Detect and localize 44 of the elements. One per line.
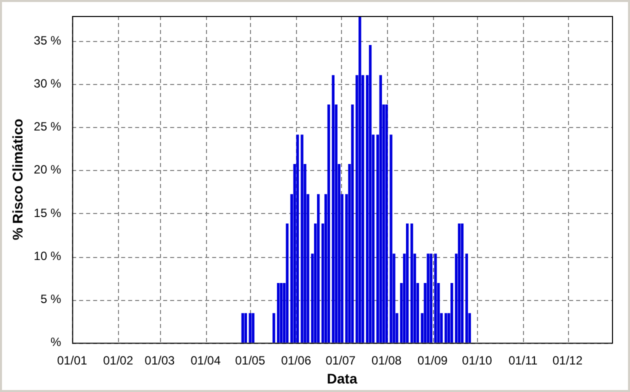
bar	[272, 313, 276, 343]
bar	[426, 254, 430, 343]
bar	[300, 134, 304, 343]
x-tick-label: 01/04	[190, 353, 221, 368]
x-tick-label: 01/02	[103, 353, 134, 368]
x-tick-label: 01/06	[281, 353, 312, 368]
bar	[286, 223, 289, 343]
bar	[332, 75, 335, 343]
y-tick-label: 15 %	[34, 206, 62, 220]
bar	[458, 223, 461, 343]
y-tick-label: 30 %	[34, 76, 62, 90]
x-tick-label: 01/07	[326, 353, 356, 368]
bar	[244, 313, 248, 343]
x-tick-label: 01/09	[418, 353, 448, 368]
bar	[460, 223, 464, 343]
bar	[276, 282, 280, 343]
bar	[368, 44, 372, 343]
y-axis-title: % Risco Climático	[9, 118, 26, 240]
bar	[450, 282, 454, 343]
y-tick-label: %	[50, 335, 62, 350]
x-tick-label: 01/05	[235, 353, 266, 368]
bar	[406, 223, 409, 343]
bar	[410, 223, 414, 343]
bar	[252, 313, 254, 343]
bar	[358, 16, 362, 343]
bar	[327, 104, 330, 343]
x-tick-label: 01/08	[372, 353, 402, 368]
bar	[465, 254, 468, 343]
bar	[379, 75, 382, 343]
x-tick-label: 01/03	[144, 353, 175, 368]
bar	[280, 282, 283, 343]
bar	[241, 313, 244, 343]
x-tick-label: 01/11	[508, 353, 538, 368]
y-tick-label: 20 %	[34, 162, 62, 177]
bar	[248, 313, 252, 343]
x-tick-label: 01/12	[552, 353, 583, 368]
x-axis-title: Data	[326, 370, 358, 386]
y-tick-label: 25 %	[34, 120, 62, 134]
x-tick-label: 01/10	[462, 353, 492, 368]
bar	[317, 194, 320, 343]
y-tick-label: 10 %	[34, 248, 62, 263]
x-tick-label: 01/01	[57, 353, 88, 368]
y-tick-label: 35 %	[34, 33, 62, 48]
y-tick-label: 5 %	[40, 292, 62, 306]
